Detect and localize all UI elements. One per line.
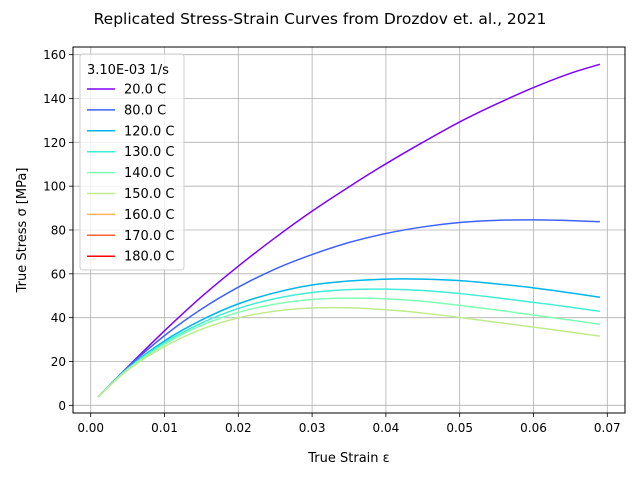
y-tick-label: 160 (43, 48, 66, 62)
legend-label: 180.0 C (124, 250, 174, 265)
series-line-20-0-c (97, 63, 601, 398)
legend-label: 150.0 C (124, 187, 174, 202)
x-tick-label: 0.06 (520, 421, 547, 435)
series-line-80-0-c (97, 219, 600, 398)
y-axis: 0 20 40 60 80 100 120 140 160 (43, 48, 73, 413)
x-tick-label: 0.02 (225, 421, 252, 435)
y-tick-label: 80 (51, 224, 66, 238)
x-tick-label: 0.04 (373, 421, 400, 435)
y-tick-label: 20 (51, 355, 66, 369)
legend-label: 120.0 C (124, 124, 174, 139)
series-line-130-0-c (97, 288, 601, 398)
x-axis: 0.00 0.01 0.02 0.03 0.04 0.05 0.06 0.07 (77, 413, 621, 435)
legend-box (79, 53, 185, 271)
legend-label: 80.0 C (124, 103, 166, 118)
legend-label: 170.0 C (124, 229, 174, 244)
x-axis-label: True Strain ε (307, 451, 389, 466)
y-axis-label: True Stress σ [MPa] (15, 168, 30, 294)
legend-label: 130.0 C (124, 145, 174, 160)
y-tick-label: 140 (43, 92, 66, 106)
x-tick-label: 0.05 (446, 421, 473, 435)
legend-label: 140.0 C (124, 166, 174, 181)
legend: 3.10E-03 1/s 20.0 C 80.0 C 120.0 C 130.0 C 14… (79, 53, 185, 271)
series-layer (97, 63, 601, 398)
series-line-120-0-c (97, 278, 601, 398)
series-line-140-0-c (97, 297, 601, 398)
x-tick-label: 0.07 (594, 421, 621, 435)
y-tick-label: 60 (51, 267, 66, 281)
x-tick-label: 0.01 (151, 421, 178, 435)
legend-label: 20.0 C (124, 83, 166, 98)
legend-label: 160.0 C (124, 208, 174, 223)
y-tick-label: 100 (43, 180, 66, 194)
x-tick-label: 0.00 (77, 421, 104, 435)
legend-title: 3.10E-03 1/s (87, 63, 169, 78)
x-tick-label: 0.03 (299, 421, 326, 435)
y-tick-label: 0 (58, 399, 66, 413)
y-tick-label: 120 (43, 136, 66, 150)
y-tick-label: 40 (51, 311, 66, 325)
chart-title: Replicated Stress-Strain Curves from Dro… (94, 10, 547, 28)
series-line-150-0-c (97, 306, 601, 398)
